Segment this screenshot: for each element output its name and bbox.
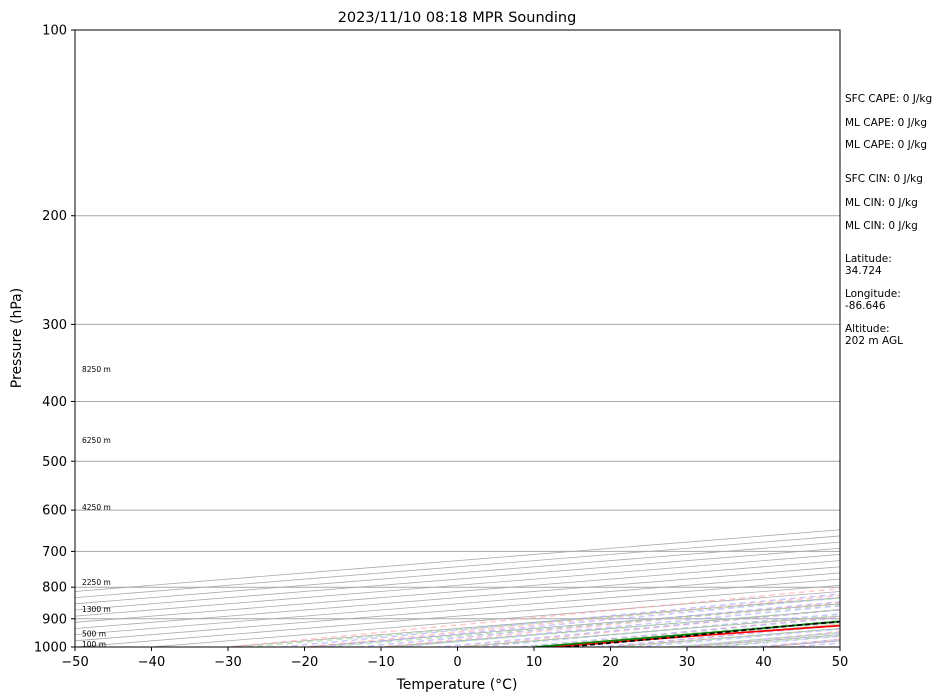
- y-tick-label: 500: [42, 455, 67, 470]
- longitude-value: -86.646: [845, 300, 886, 312]
- height-label: 6250 m: [82, 436, 111, 445]
- isotherm-line: [299, 603, 840, 647]
- mixing-ratio-line: [391, 609, 840, 647]
- mixing-ratio-line: [563, 623, 840, 647]
- mixing-ratio-line: [462, 614, 840, 647]
- y-axis-label: Pressure (hPa): [9, 288, 25, 388]
- isotherm-line: [75, 541, 840, 605]
- latitude-value: 34.724: [845, 265, 882, 277]
- x-tick-label: 30: [679, 655, 696, 670]
- moist-adiabat-line: [389, 604, 840, 647]
- y-tick-label: 300: [42, 318, 67, 333]
- x-tick-label: −50: [61, 655, 88, 670]
- x-tick-label: 50: [832, 655, 849, 670]
- height-label: 500 m: [82, 629, 106, 638]
- ml-cape-text: ML CAPE: 0 J/kg: [845, 117, 927, 129]
- sfc-cape-text: SFC CAPE: 0 J/kg: [845, 93, 932, 105]
- isotherm-line: [75, 547, 840, 611]
- background-lines: [75, 215, 840, 647]
- x-tick-label: −30: [214, 655, 241, 670]
- y-tick-label: 400: [42, 395, 67, 410]
- isotherm-line: [75, 529, 840, 592]
- x-axis-label: Temperature (°C): [396, 677, 518, 693]
- moist-adiabat-line: [272, 593, 840, 647]
- ml-cape-text-2: ML CAPE: 0 J/kg: [845, 139, 927, 151]
- y-tick-label: 600: [42, 504, 67, 519]
- chart-title: 2023/11/10 08:18 MPR Sounding: [338, 10, 577, 26]
- isotherm-line: [835, 646, 840, 647]
- ml-cin-text-2: ML CIN: 0 J/kg: [845, 220, 918, 232]
- dry-adiabat-line: [296, 594, 840, 647]
- x-tick-label: 20: [602, 655, 619, 670]
- mixing-ratio-line: [246, 597, 840, 647]
- height-label: 4250 m: [82, 503, 111, 512]
- x-tick-label: −10: [367, 655, 394, 670]
- y-tick-label: 800: [42, 581, 67, 596]
- dewpoint-trace: [535, 620, 840, 647]
- y-tick-label: 200: [42, 209, 67, 224]
- y-tick-label: 1000: [34, 641, 67, 656]
- dry-adiabat-line: [373, 601, 840, 647]
- moist-adiabat-line: [311, 597, 840, 647]
- altitude-label: Altitude:: [845, 323, 890, 335]
- plot-frame: [74, 29, 841, 648]
- sounding-traces: [535, 620, 840, 647]
- isotherm-line: [376, 609, 840, 647]
- longitude-label: Longitude:: [845, 288, 901, 300]
- moist-adiabat-line: [350, 600, 840, 647]
- x-tick-label: −20: [291, 655, 318, 670]
- latitude-label: Latitude:: [845, 253, 892, 265]
- mixing-ratio-line: [522, 619, 840, 647]
- ml-cin-text: ML CIN: 0 J/kg: [845, 197, 918, 209]
- dry-adiabat-line: [219, 587, 840, 647]
- x-tick-label: 10: [526, 655, 543, 670]
- height-label: 2250 m: [82, 578, 111, 587]
- isotherm-line: [223, 597, 840, 647]
- temperature-trace: [552, 624, 840, 647]
- axis-ticks: −50 −40 −30 −20 −10 0 10 20 30 40 50 100 200 300 400 50…: [34, 24, 848, 671]
- x-tick-label: −40: [138, 655, 165, 670]
- sfc-cin-text: SFC CIN: 0 J/kg: [845, 173, 923, 185]
- x-tick-label: 40: [755, 655, 772, 670]
- y-tick-label: 100: [42, 24, 67, 39]
- moist-adiabat-line: [468, 613, 840, 647]
- altitude-value: 202 m AGL: [845, 335, 903, 347]
- y-tick-label: 900: [42, 612, 67, 627]
- height-label: 1300 m: [82, 605, 111, 614]
- dry-adiabat-line: [832, 646, 840, 647]
- y-tick-label: 700: [42, 545, 67, 560]
- parcel-profile-trace: [566, 620, 840, 647]
- sounding-parameters: SFC CAPE: 0 J/kg ML CAPE: 0 J/kg ML CAPE…: [845, 93, 932, 347]
- height-labels: 8250 m 6250 m 4250 m 2250 m 1300 m 500 m 100 m: [82, 365, 111, 649]
- isotherm-line: [75, 535, 840, 599]
- x-tick-label: 0: [453, 655, 461, 670]
- mixing-ratio-line: [326, 603, 840, 647]
- height-label: 100 m: [82, 640, 106, 649]
- isotherm-line: [75, 560, 840, 623]
- height-label: 8250 m: [82, 365, 111, 374]
